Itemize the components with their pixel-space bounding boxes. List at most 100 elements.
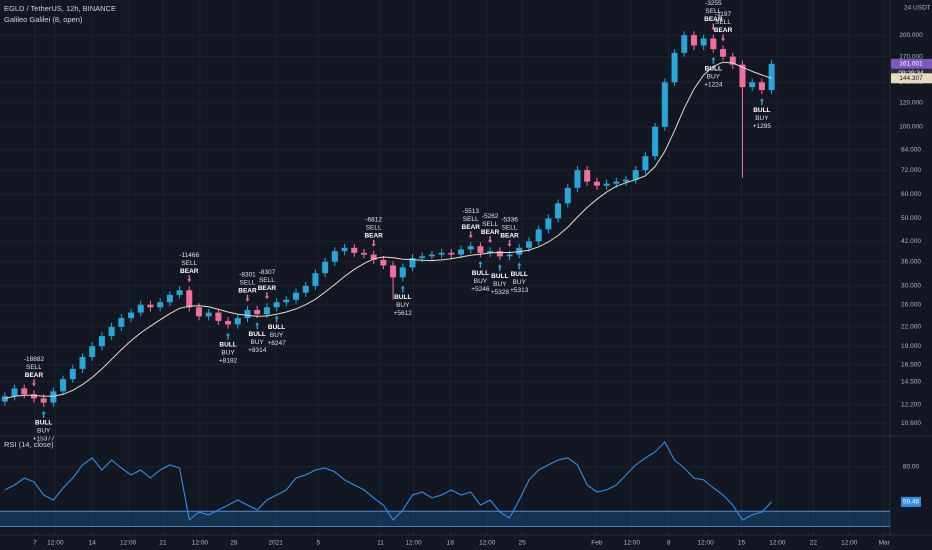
rsi-line <box>4 440 772 522</box>
signal-action: BUY <box>270 332 284 339</box>
rsi-title: RSI (14, close) <box>4 440 54 449</box>
candle-body <box>30 394 37 399</box>
y-tick-label: 19.000 <box>901 343 921 350</box>
y-tick-label: 16.500 <box>901 362 921 369</box>
x-tick-label: 25 <box>519 540 527 547</box>
candle-body <box>283 299 290 303</box>
candle-body <box>147 304 154 308</box>
candle-body <box>89 346 96 358</box>
signal-label: BULL <box>394 294 411 301</box>
candle-body <box>749 82 756 88</box>
y-tick-label: 14.500 <box>901 379 921 386</box>
x-tick-label: 8 <box>667 540 671 547</box>
candle-body <box>137 304 144 313</box>
signal-amount: +1224 <box>704 82 723 89</box>
candle-body <box>11 388 18 397</box>
y-tick-label: 12.200 <box>901 401 921 408</box>
candle-body <box>661 82 668 127</box>
y-tick-label: 30.000 <box>901 283 921 290</box>
candle-body <box>690 35 697 46</box>
signal-action: BUY <box>474 278 488 285</box>
signal-amount: -8307 <box>259 269 276 276</box>
signal-action: SELL <box>240 279 256 286</box>
candle-body <box>1 396 8 402</box>
candle-body <box>380 259 387 266</box>
x-tick-label: 7 <box>33 540 37 547</box>
signal-action: BUY <box>493 281 507 288</box>
candle-body <box>710 38 717 50</box>
candle-body <box>322 261 329 274</box>
candle-body <box>671 52 678 83</box>
candle-body <box>496 251 503 257</box>
candle-body <box>409 258 416 268</box>
buy-arrow <box>400 285 405 293</box>
buy-arrow <box>759 98 764 106</box>
candle-body <box>739 64 746 88</box>
sell-arrow <box>371 239 376 247</box>
sell-arrow <box>711 23 716 31</box>
grid <box>0 0 890 535</box>
y-tick-label: 170.000 <box>899 53 923 60</box>
candle-body <box>574 170 581 188</box>
signal-amount: +8314 <box>248 347 267 354</box>
signal-amount: +5328 <box>491 289 510 296</box>
signal-label: BULL <box>753 107 770 114</box>
x-tick-label: 12:00 <box>841 540 858 547</box>
signal-amount: -5513 <box>462 208 479 215</box>
y-tick-label: 72.000 <box>901 167 921 174</box>
rsi-tag-label: 59.46 <box>903 499 920 506</box>
signal-label: BEAR <box>704 16 723 23</box>
candle-body <box>370 254 377 260</box>
sell-arrow <box>31 379 36 387</box>
candle-body <box>128 312 135 319</box>
y-tick-label: 26.000 <box>901 301 921 308</box>
rsi-tag <box>901 496 921 507</box>
signal-label: BULL <box>472 270 489 277</box>
y-tick-label: 84.000 <box>901 147 921 154</box>
signal-action: SELL <box>259 277 275 284</box>
candle-body <box>729 56 736 65</box>
candle-body <box>50 391 57 403</box>
x-tick-label: 15 <box>738 540 746 547</box>
candle-body <box>758 82 765 91</box>
candle-body <box>555 203 562 219</box>
sell-arrow <box>187 275 192 283</box>
candle-body <box>535 229 542 242</box>
candle-body <box>234 318 241 325</box>
signal-action: SELL <box>715 19 731 26</box>
sell-arrow <box>721 34 726 42</box>
signal-action: BUY <box>221 349 235 356</box>
candle-body <box>186 290 193 308</box>
buy-arrow <box>711 56 716 64</box>
rsi-tick-label: 80.00 <box>903 464 920 471</box>
signal-action: BUY <box>755 115 769 122</box>
x-tick-label: 14 <box>89 540 97 547</box>
plot: BEARSELL-18882BULLBUY+15377BEARSELL-1146… <box>1 0 775 443</box>
signal-label: BEAR <box>258 285 277 292</box>
candle-body <box>195 307 202 317</box>
candle-body <box>506 254 513 257</box>
signal-action: SELL <box>502 225 518 232</box>
buy-arrow <box>41 410 46 418</box>
x-tick-label: Feb <box>591 540 603 547</box>
signal-action: BUY <box>707 74 721 81</box>
candle-body <box>477 246 484 253</box>
candle-body <box>428 254 435 257</box>
candle-body <box>341 247 348 252</box>
candle-body <box>69 368 76 380</box>
candle-body <box>157 302 164 308</box>
candle-body <box>467 246 474 250</box>
signal-label: BEAR <box>238 287 257 294</box>
signal-label: BEAR <box>714 27 733 34</box>
